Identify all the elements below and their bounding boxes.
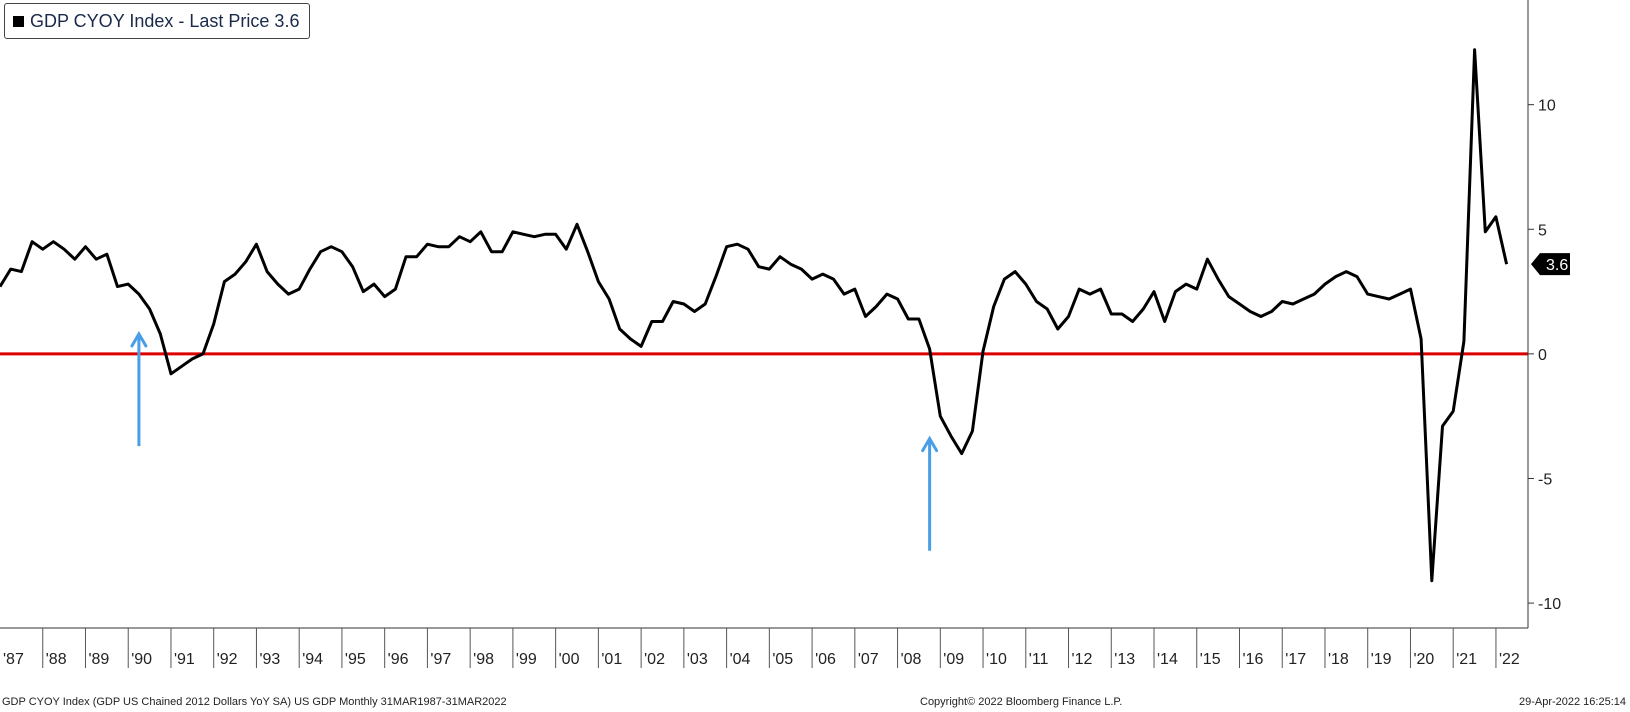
- y-tick-label: 5: [1538, 222, 1547, 239]
- gdp-series-line: [0, 48, 1509, 583]
- year-label: '93: [259, 651, 280, 668]
- year-label: '09: [943, 651, 964, 668]
- year-label: '17: [1285, 651, 1306, 668]
- y-tick-label: -10: [1538, 596, 1561, 613]
- year-label: '02: [644, 651, 665, 668]
- annotation-arrow-head: [130, 330, 148, 348]
- annotation-arrow-head: [921, 435, 939, 453]
- legend-swatch: [13, 15, 24, 27]
- year-label: '87: [3, 651, 24, 668]
- year-label: '16: [1242, 651, 1263, 668]
- year-label: '96: [388, 651, 409, 668]
- year-label: '12: [1072, 651, 1093, 668]
- year-label: '20: [1413, 651, 1434, 668]
- year-label: '22: [1499, 651, 1520, 668]
- year-label: '13: [1114, 651, 1135, 668]
- axis-layer: 10 5 0 -5 -10: [0, 0, 1561, 629]
- footer-description: GDP CYOY Index (GDP US Chained 2012 Doll…: [2, 696, 507, 708]
- year-label: '92: [217, 651, 238, 668]
- year-label: '91: [174, 651, 195, 668]
- annotation-arrows: [130, 330, 939, 551]
- year-label: '98: [473, 651, 494, 668]
- legend: GDP CYOY Index - Last Price 3.6: [4, 3, 311, 39]
- year-label: '94: [302, 651, 323, 668]
- year-label: '11: [1029, 651, 1049, 668]
- legend-label: GDP CYOY Index - Last Price 3.6: [30, 10, 300, 31]
- last-price-label: 3.6: [1546, 257, 1568, 274]
- year-label: '04: [730, 651, 751, 668]
- year-label: '97: [430, 651, 451, 668]
- last-price-badge: 3.6: [1531, 253, 1570, 276]
- year-label: '03: [687, 651, 708, 668]
- year-label: '21: [1456, 651, 1477, 668]
- year-label: '95: [345, 651, 366, 668]
- x-axis-year-labels: '87 '88 '89 '90 '91 '92 '93 '94 '95 '96 '97 '98 '99 '…: [3, 628, 1520, 668]
- year-label: '89: [88, 651, 109, 668]
- y-tick-label: -5: [1538, 471, 1552, 488]
- year-label: '06: [815, 651, 836, 668]
- year-label: '99: [516, 651, 537, 668]
- year-label: '05: [772, 651, 793, 668]
- year-label: '01: [601, 651, 622, 668]
- year-label: '90: [131, 651, 152, 668]
- year-label: '18: [1328, 651, 1349, 668]
- year-label: '14: [1157, 651, 1178, 668]
- y-tick-label: 10: [1538, 98, 1556, 115]
- footer-timestamp: 29-Apr-2022 16:25:14: [1518, 696, 1626, 708]
- year-label: '19: [1371, 651, 1392, 668]
- year-label: '15: [1200, 651, 1221, 668]
- year-label: '10: [986, 651, 1007, 668]
- last-price-badge-shape: [1531, 253, 1570, 276]
- year-label: '07: [858, 651, 879, 668]
- year-label: '00: [559, 651, 580, 668]
- year-label: '08: [901, 651, 922, 668]
- footer-copyright: Copyright© 2022 Bloomberg Finance L.P.: [920, 696, 1123, 708]
- year-label: '88: [46, 651, 67, 668]
- y-tick-label: 0: [1538, 347, 1547, 364]
